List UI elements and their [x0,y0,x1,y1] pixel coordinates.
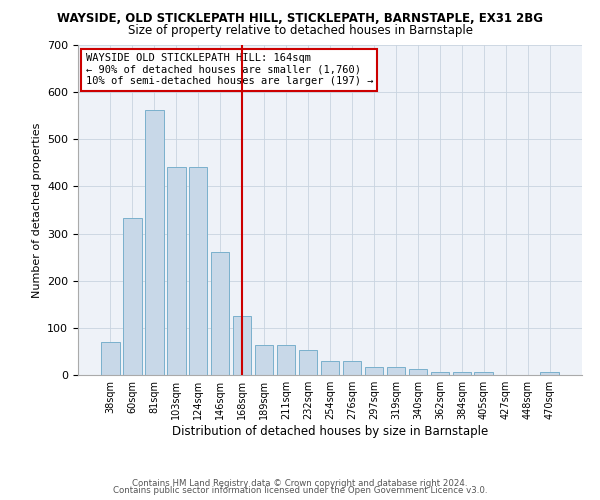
Text: Contains public sector information licensed under the Open Government Licence v3: Contains public sector information licen… [113,486,487,495]
Text: WAYSIDE, OLD STICKLEPATH HILL, STICKLEPATH, BARNSTAPLE, EX31 2BG: WAYSIDE, OLD STICKLEPATH HILL, STICKLEPA… [57,12,543,26]
Text: Size of property relative to detached houses in Barnstaple: Size of property relative to detached ho… [128,24,473,37]
Bar [386,368,405,375]
Bar [409,370,427,375]
Bar [452,372,471,375]
Bar [431,372,449,375]
Bar [343,361,361,375]
Bar [167,167,185,375]
Text: WAYSIDE OLD STICKLEPATH HILL: 164sqm
← 90% of detached houses are smaller (1,760: WAYSIDE OLD STICKLEPATH HILL: 164sqm ← 9… [86,53,373,86]
Bar [255,346,274,375]
X-axis label: Distribution of detached houses by size in Barnstaple: Distribution of detached houses by size … [172,425,488,438]
Text: Contains HM Land Registry data © Crown copyright and database right 2024.: Contains HM Land Registry data © Crown c… [132,478,468,488]
Bar [365,368,383,375]
Bar [299,350,317,375]
Bar [541,372,559,375]
Bar [320,361,340,375]
Bar [233,316,251,375]
Bar [189,167,208,375]
Bar [277,346,295,375]
Bar [211,252,229,375]
Bar [123,218,142,375]
Bar [101,342,119,375]
Y-axis label: Number of detached properties: Number of detached properties [32,122,41,298]
Bar [475,372,493,375]
Bar [145,110,164,375]
